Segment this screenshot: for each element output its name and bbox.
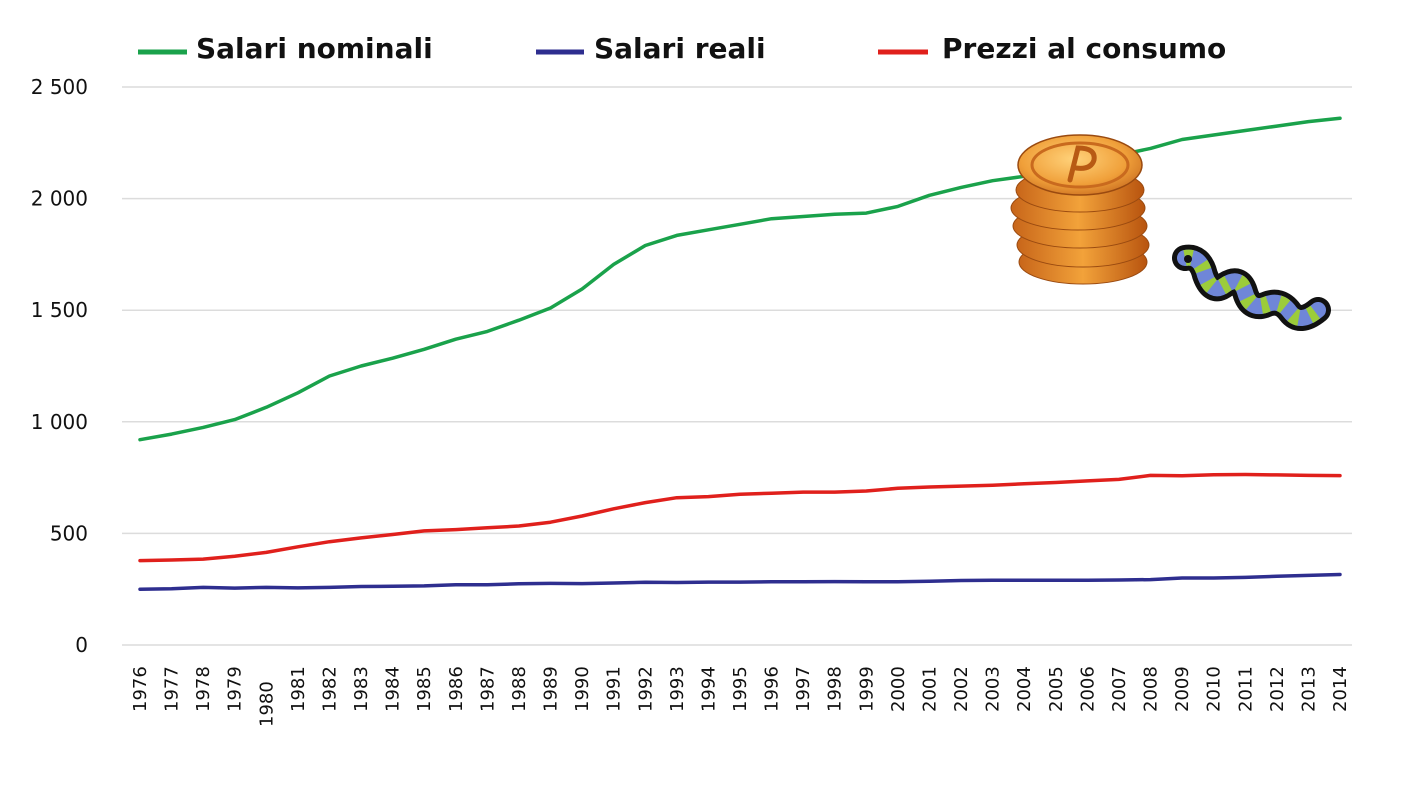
x-tick-label: 1980 <box>256 681 277 727</box>
x-tick-label: 1985 <box>414 666 435 712</box>
legend-label-2: Salari reali <box>594 32 766 65</box>
x-tick-label: 1978 <box>193 666 214 712</box>
x-tick-label: 2003 <box>983 666 1004 712</box>
y-tick-label: 1 000 <box>31 410 88 434</box>
legend-label-3: Prezzi al consumo <box>942 32 1226 65</box>
x-tick-label: 2002 <box>951 666 972 712</box>
x-tick-label: 2000 <box>888 666 909 712</box>
x-tick-label: 2006 <box>1077 666 1098 712</box>
x-tick-label: 1995 <box>730 666 751 712</box>
x-tick-label: 1988 <box>509 666 530 712</box>
x-tick-label: 1986 <box>446 666 467 712</box>
x-tick-label: 1999 <box>856 666 877 712</box>
y-tick-label: 1 500 <box>31 298 88 322</box>
y-tick-label: 500 <box>50 521 88 545</box>
x-tick-label: 2007 <box>1109 666 1130 712</box>
x-tick-label: 1984 <box>383 666 404 712</box>
x-tick-label: 1981 <box>288 666 309 712</box>
x-tick-label: 1982 <box>319 666 340 712</box>
x-tick-label: 2012 <box>1267 666 1288 712</box>
y-tick-label: 2 500 <box>31 75 88 99</box>
x-tick-label: 1979 <box>225 666 246 712</box>
x-tick-label: 1998 <box>825 666 846 712</box>
x-tick-label: 2010 <box>1204 666 1225 712</box>
y-tick-label: 2 000 <box>31 187 88 211</box>
x-tick-label: 2013 <box>1298 666 1319 712</box>
y-tick-label: 0 <box>75 633 88 657</box>
x-axis: 1976 1977 1978 1979 1980 1981 1982 1983 1984 1985… <box>130 666 1351 727</box>
series-line-2 <box>138 572 1342 591</box>
x-tick-label: 1992 <box>635 666 656 712</box>
x-tick-label: 2014 <box>1330 666 1351 712</box>
series-lines <box>138 116 1342 591</box>
x-tick-label: 2004 <box>1014 666 1035 712</box>
x-tick-label: 1996 <box>762 666 783 712</box>
legend-label-1: Salari nominali <box>196 32 433 65</box>
x-tick-label: 1993 <box>667 666 688 712</box>
x-tick-label: 1990 <box>572 666 593 712</box>
coin-stack-icon <box>1010 134 1150 285</box>
x-tick-label: 2001 <box>919 666 940 712</box>
series-line-1 <box>138 116 1342 442</box>
x-tick-label: 2011 <box>1235 666 1256 712</box>
x-tick-label: 1991 <box>604 666 625 712</box>
x-tick-label: 1989 <box>541 666 562 712</box>
x-tick-label: 2009 <box>1172 666 1193 712</box>
x-tick-label: 1976 <box>130 666 151 712</box>
x-tick-label: 1997 <box>793 666 814 712</box>
grid <box>122 86 1352 646</box>
worm-icon <box>1172 244 1331 331</box>
x-tick-label: 2008 <box>1141 666 1162 712</box>
series-line-3 <box>138 472 1342 563</box>
x-tick-label: 1977 <box>162 666 183 712</box>
x-tick-label: 2005 <box>1046 666 1067 712</box>
x-tick-label: 1994 <box>698 666 719 712</box>
x-tick-label: 1983 <box>351 666 372 712</box>
x-tick-label: 1987 <box>477 666 498 712</box>
legend: Salari nominali Salari reali Prezzi al con… <box>138 32 1226 65</box>
y-axis: 0 500 1 000 1 500 2 000 2 500 <box>31 75 88 657</box>
